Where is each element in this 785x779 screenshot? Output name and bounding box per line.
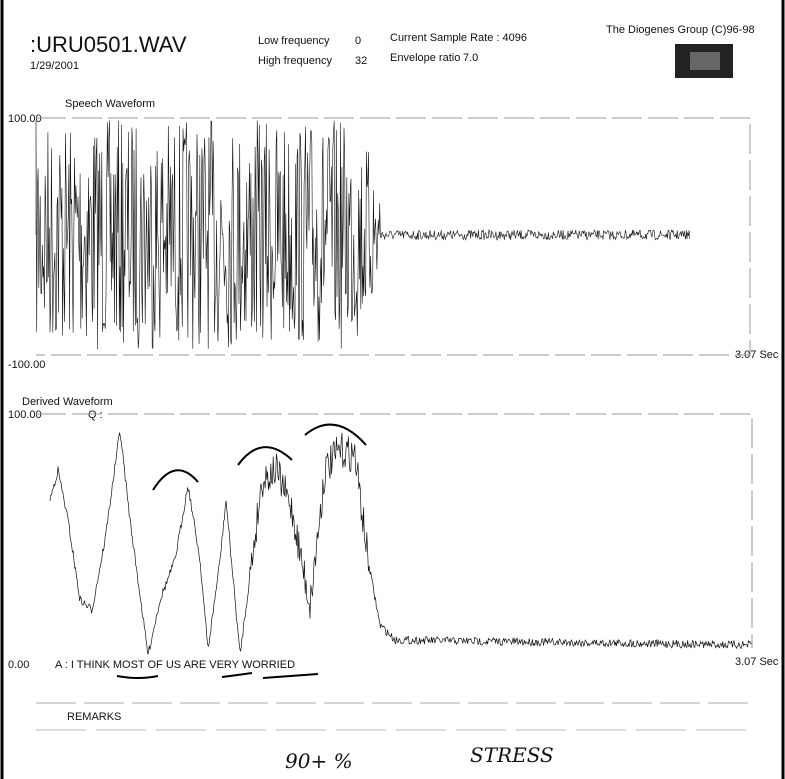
envelope-ratio-label: Envelope ratio: [390, 52, 460, 64]
speech-time-label: 3.07 Sec: [735, 349, 779, 361]
arc: [304, 423, 367, 446]
question: Q :: [88, 409, 103, 421]
filename: :URU0501.WAV: [30, 32, 187, 57]
derived-top-label: 100.00: [8, 409, 42, 421]
date: 1/29/2001: [30, 60, 79, 72]
arc: [152, 469, 199, 491]
answer: A : I THINK MOST OF US ARE VERY WORRIED: [55, 659, 295, 671]
speech-title: Speech Waveform: [65, 98, 155, 110]
derived-time-label: 3.07 Sec: [735, 656, 779, 668]
derived-bottom-label: 0.00: [8, 659, 29, 671]
high-frequency: 32: [355, 55, 367, 67]
low-frequency: 0: [355, 35, 361, 47]
speech-top-label: 100.00: [8, 113, 42, 125]
note-word: STRESS: [470, 743, 554, 767]
remarks-title: REMARKS: [67, 711, 121, 723]
handwritten-marks: [116, 423, 367, 679]
speech-bottom-label: -100.00: [8, 359, 45, 371]
high-frequency-label: High frequency: [258, 55, 332, 67]
arc: [237, 446, 293, 466]
speech-frame: [36, 117, 751, 356]
underline: [116, 675, 159, 679]
envelope-ratio: 7.0: [463, 52, 478, 64]
derived-title: Derived Waveform: [22, 396, 113, 408]
low-frequency-label: Low frequency: [258, 35, 330, 47]
logo-detail: [690, 52, 720, 70]
sample-rate: Current Sample Rate : 4096: [390, 32, 527, 44]
derived-waveform: [49, 432, 752, 655]
underline: [262, 673, 319, 679]
underline: [221, 672, 253, 678]
derived-frame: [36, 413, 753, 648]
note-percent: 90+ %: [285, 749, 353, 773]
speech-waveform: [35, 120, 691, 350]
copyright: The Diogenes Group (C)96-98: [606, 24, 755, 36]
